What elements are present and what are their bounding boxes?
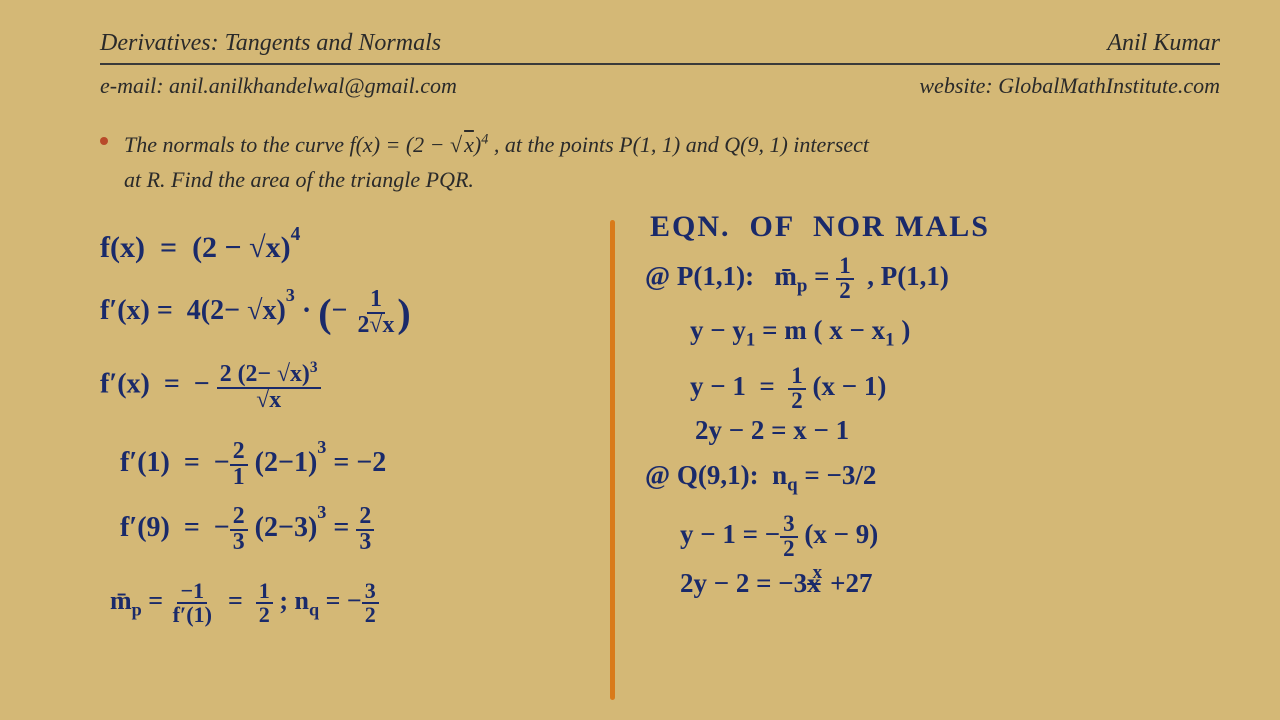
author-name: Anil Kumar: [1107, 30, 1220, 57]
document-page: Derivatives: Tangents and Normals Anil K…: [100, 30, 1220, 197]
column-divider: [610, 220, 615, 700]
hw-left-4: f′(1) = −21 (2−1)3 = −2: [120, 440, 386, 490]
hw-right-6: y − 1 = −32 (x − 9): [680, 513, 878, 561]
header-row: Derivatives: Tangents and Normals Anil K…: [100, 30, 1220, 65]
hw-right-4: 2y − 2 = x − 1: [695, 415, 849, 446]
hw-left-1: f(x) = (2 − √x)4: [100, 230, 300, 265]
hw-right-title: EQN. OF NOR MALS: [650, 210, 990, 244]
page-title: Derivatives: Tangents and Normals: [100, 30, 441, 57]
problem-line2: at R. Find the area of the triangle PQR.: [124, 167, 474, 192]
hw-right-7: 2y − 2 = −3xx+27: [680, 568, 873, 599]
hw-left-3: f′(x) = − 2 (2− √x)3√x: [100, 360, 321, 413]
hw-right-2: y − y1 = m ( x − x1 ): [690, 315, 910, 351]
website-label: website: GlobalMathInstitute.com: [919, 73, 1220, 99]
subheader-row: e-mail: anil.anilkhandelwal@gmail.com we…: [100, 73, 1220, 99]
hw-left-5: f′(9) = −23 (2−3)3 = 23: [120, 505, 374, 555]
hw-left-6: m̄p = −1f′(1) = 12 ; nq = −32: [110, 580, 379, 626]
problem-line1-pre: The normals to the curve: [124, 132, 349, 157]
hw-right-5: @ Q(9,1): nq = −3/2: [645, 460, 876, 496]
hw-left-2: f′(x) = 4(2− √x)3 · (− 12√x): [100, 288, 411, 338]
hw-right-1: @ P(1,1): m̄p = 12 , P(1,1): [645, 255, 949, 303]
email-label: e-mail: anil.anilkhandelwal@gmail.com: [100, 73, 457, 99]
problem-math: f(x) = (2 − √x)4: [349, 132, 493, 157]
problem-statement: The normals to the curve f(x) = (2 − √x)…: [100, 127, 1220, 197]
work-area: f(x) = (2 − √x)4 f′(x) = 4(2− √x)3 · (− …: [90, 230, 1220, 720]
hw-right-3: y − 1 = 12 (x − 1): [690, 365, 886, 413]
bullet-icon: [100, 137, 108, 145]
problem-line1-post: , at the points P(1, 1) and Q(9, 1) inte…: [494, 132, 869, 157]
